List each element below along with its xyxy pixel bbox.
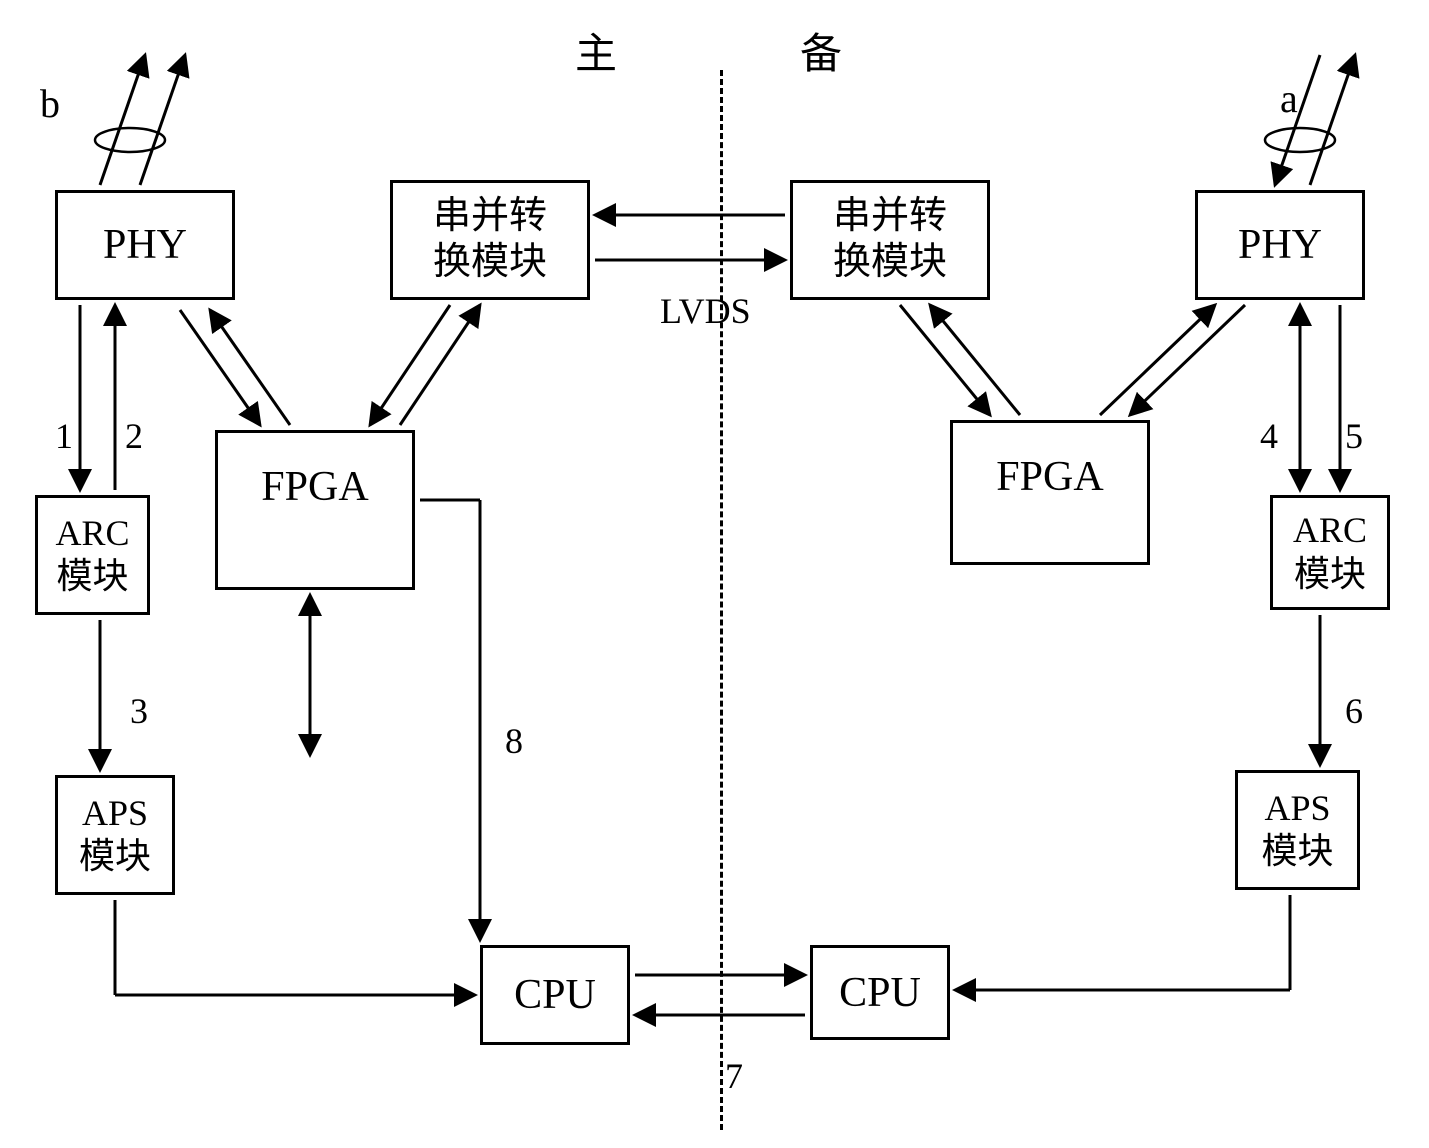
cpu-right-label: CPU <box>839 969 921 1017</box>
n1-label: 1 <box>55 415 73 457</box>
phy-right-label: PHY <box>1238 221 1322 269</box>
arc-left-label: ARC 模块 <box>55 512 129 598</box>
arc-left-box: ARC 模块 <box>35 495 150 615</box>
arc-right-label: ARC 模块 <box>1293 509 1367 595</box>
serial-left-box: 串并转 换模块 <box>390 180 590 300</box>
cpu-right-box: CPU <box>810 945 950 1040</box>
center-divider <box>720 70 723 1130</box>
serial-left-label: 串并转 换模块 <box>433 194 547 285</box>
n5-label: 5 <box>1345 415 1363 457</box>
header-left-label: 主 <box>575 20 617 81</box>
lvds-label: LVDS <box>660 290 751 332</box>
phy-right-box: PHY <box>1195 190 1365 300</box>
fpga-left-label: FPGA <box>261 463 368 511</box>
arc-right-box: ARC 模块 <box>1270 495 1390 610</box>
n7-label: 7 <box>725 1055 743 1097</box>
aps-left-label: APS 模块 <box>79 792 151 878</box>
a-label: a <box>1280 75 1298 122</box>
n6-label: 6 <box>1345 690 1363 732</box>
fpga-right-label: FPGA <box>996 453 1103 501</box>
phy-left-box: PHY <box>55 190 235 300</box>
cpu-left-box: CPU <box>480 945 630 1045</box>
b-label: b <box>40 80 60 127</box>
header-right-label: 备 <box>800 20 842 81</box>
n8-label: 8 <box>505 720 523 762</box>
cpu-left-label: CPU <box>514 971 596 1019</box>
serial-right-label: 串并转 换模块 <box>833 194 947 285</box>
n2-label: 2 <box>125 415 143 457</box>
fpga-left-box: FPGA <box>215 430 415 590</box>
diagram-container: 主 备 PHY 串并转 换模块 FPGA ARC 模块 APS 模块 CPU 串… <box>0 0 1429 1148</box>
fpga-right-box: FPGA <box>950 420 1150 565</box>
aps-right-box: APS 模块 <box>1235 770 1360 890</box>
n4-label: 4 <box>1260 415 1278 457</box>
aps-right-label: APS 模块 <box>1261 787 1333 873</box>
aps-left-box: APS 模块 <box>55 775 175 895</box>
n3-label: 3 <box>130 690 148 732</box>
phy-left-label: PHY <box>103 221 187 269</box>
serial-right-box: 串并转 换模块 <box>790 180 990 300</box>
